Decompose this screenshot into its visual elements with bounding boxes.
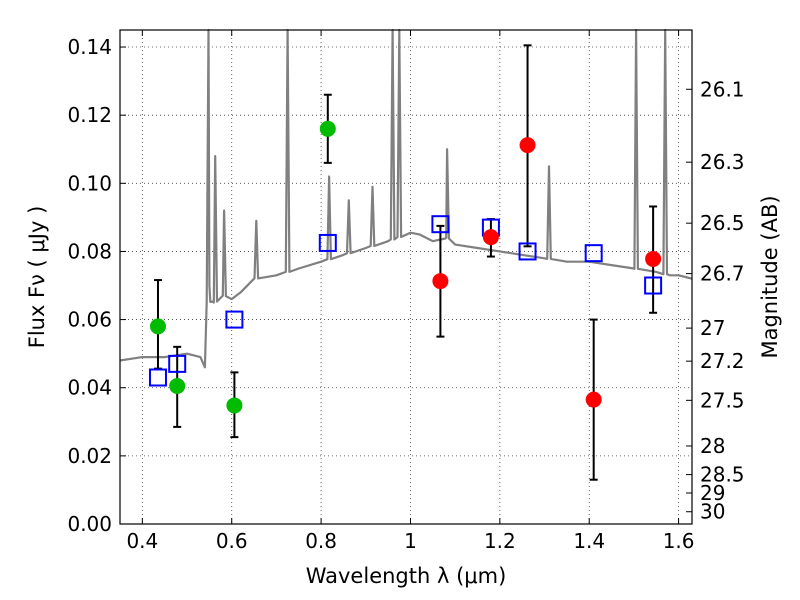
- model-photometry-points: [148, 215, 663, 387]
- magnitude-tick-label: 29: [700, 481, 725, 505]
- magnitude-tick-label: 28: [700, 434, 725, 458]
- plot-frame: [119, 29, 693, 525]
- magnitude-tick-label: 27.5: [700, 388, 745, 412]
- model-photometry-square: [168, 354, 187, 373]
- y-tick-label: 0.12: [67, 103, 112, 127]
- model-photometry-square: [431, 215, 450, 234]
- model-photometry-square: [518, 242, 537, 261]
- x-axis-ticks: 0.4 0.6 0.8 1 1.2 1.4 1.6: [126, 30, 695, 553]
- magnitude-tick-label: 26.5: [700, 211, 745, 235]
- x-tick-label: 1.4: [573, 529, 605, 553]
- observed-point: [432, 273, 449, 290]
- spectrum-line: [119, 28, 693, 369]
- model-photometry-square: [644, 276, 663, 295]
- y-axis-ticks: 0.00 0.02 0.04 0.06 0.08 0.10 0.12 0.14: [67, 35, 126, 536]
- observed-point: [169, 378, 186, 395]
- x-tick-label: 1.6: [663, 529, 695, 553]
- y-tick-label: 0.00: [67, 512, 112, 536]
- model-photometry-square: [148, 368, 167, 387]
- observed-point: [226, 397, 243, 414]
- magnitude-tick-label: 30: [700, 500, 725, 524]
- y-tick-label: 0.06: [67, 308, 112, 332]
- observed-point: [149, 318, 166, 335]
- magnitude-tick-label: 27: [700, 316, 725, 340]
- observed-point: [319, 120, 336, 137]
- x-tick-label: 0.4: [126, 529, 158, 553]
- y-tick-label: 0.14: [67, 35, 112, 59]
- x-tick-label: 0.6: [216, 529, 248, 553]
- magnitude-tick-label: 26.3: [700, 150, 745, 174]
- model-photometry-square: [225, 310, 244, 329]
- observed-point: [585, 391, 602, 408]
- x-tick-label: 1: [404, 529, 417, 553]
- x-tick-label: 1.2: [484, 529, 516, 553]
- y-tick-label: 0.08: [67, 239, 112, 263]
- magnitude-tick-label: 28.5: [700, 463, 745, 487]
- y-tick-label: 0.02: [67, 444, 112, 468]
- magnitude-tick-label: 27.2: [700, 349, 745, 373]
- y-tick-label: 0.04: [67, 376, 112, 400]
- x-axis-label: Wavelength λ (μm): [306, 564, 507, 588]
- magnitude-tick-label: 26.1: [700, 77, 745, 101]
- model-photometry-square: [318, 233, 337, 252]
- y-tick-label: 0.10: [67, 171, 112, 195]
- observed-point: [519, 137, 536, 154]
- model-photometry-square: [584, 244, 603, 263]
- y-axis-label: Flux Fν ( μJy ): [25, 206, 49, 349]
- observed-point: [482, 229, 499, 246]
- observed-point: [645, 250, 662, 267]
- magnitude-axis-label: Magnitude (AB): [758, 195, 782, 358]
- observed-points: [149, 120, 662, 414]
- x-tick-label: 0.8: [305, 529, 337, 553]
- magnitude-tick-label: 26.7: [700, 262, 745, 286]
- plot-area: [119, 28, 693, 481]
